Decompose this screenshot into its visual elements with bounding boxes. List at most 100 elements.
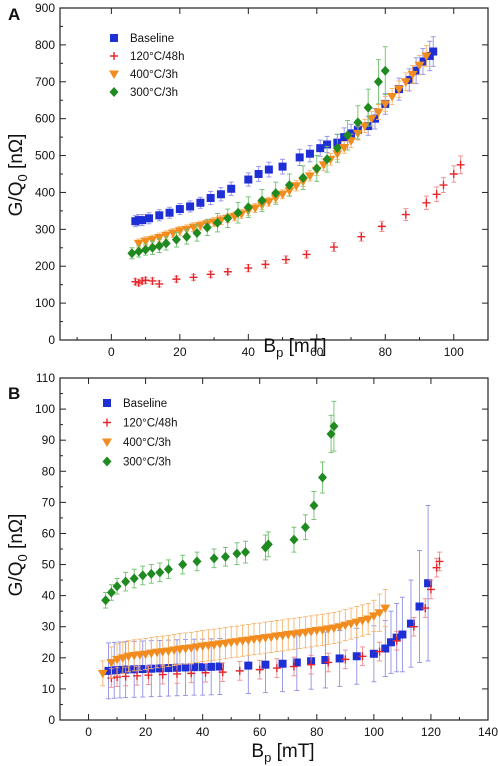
data-point xyxy=(123,652,134,662)
data-point xyxy=(112,655,123,665)
data-point xyxy=(138,665,147,674)
data-point xyxy=(147,236,158,245)
data-point xyxy=(158,670,167,679)
data-point xyxy=(175,205,184,214)
data-point xyxy=(172,275,181,284)
panel-b-letter: B xyxy=(8,384,20,403)
data-point xyxy=(332,143,342,154)
data-point xyxy=(138,216,147,225)
data-point xyxy=(343,130,353,141)
data-point xyxy=(106,658,117,668)
data-point xyxy=(300,628,311,638)
panel-a-plot: 0 20 40 60 80 100 0 100 200 300 400 500 600 700 800 900… xyxy=(35,1,489,359)
data-point xyxy=(233,207,243,218)
x-tick-label: 20 xyxy=(139,725,153,739)
x-tick-label: 60 xyxy=(253,725,267,739)
data-point xyxy=(235,666,244,675)
data-point xyxy=(386,638,395,647)
data-point xyxy=(373,108,384,118)
data-point xyxy=(138,570,148,581)
data-point xyxy=(138,276,147,285)
legend-label: 300°C/3h xyxy=(130,87,178,99)
y-tick-label: 10 xyxy=(42,682,56,696)
data-point xyxy=(424,579,433,588)
data-point xyxy=(375,647,384,656)
data-point xyxy=(115,665,124,674)
data-point xyxy=(346,137,357,146)
data-point xyxy=(165,208,174,217)
data-point xyxy=(456,160,465,169)
series-Baseline xyxy=(131,36,438,228)
y-tick-label: 40 xyxy=(42,589,56,603)
y-tick-label: 100 xyxy=(35,296,55,310)
x-tick-label: 100 xyxy=(364,725,384,739)
y-tick-label: 0 xyxy=(48,713,55,727)
data-point xyxy=(359,122,370,132)
panel-b-ylabel: G/Q0 [nΩ] xyxy=(6,514,30,597)
legend-marker xyxy=(103,418,111,427)
data-point xyxy=(271,188,281,199)
series-400°C/3h xyxy=(133,45,432,249)
data-point xyxy=(432,190,441,199)
data-point xyxy=(254,170,263,178)
data-point xyxy=(220,551,230,562)
data-point xyxy=(243,202,253,213)
data-point xyxy=(198,663,207,672)
y-tick-label: 60 xyxy=(42,526,56,540)
data-point xyxy=(146,649,157,659)
data-point xyxy=(155,211,164,220)
data-point xyxy=(263,539,273,550)
data-point xyxy=(278,162,287,171)
data-point xyxy=(209,553,219,564)
data-point xyxy=(266,633,277,642)
data-point xyxy=(141,244,151,255)
data-point xyxy=(172,669,181,678)
legend-marker xyxy=(102,438,112,447)
data-point xyxy=(304,172,315,181)
data-point xyxy=(366,115,377,124)
data-point xyxy=(373,76,383,87)
data-point xyxy=(425,51,434,60)
data-point xyxy=(202,222,212,233)
data-point xyxy=(155,279,164,288)
x-tick-label: 20 xyxy=(173,345,187,359)
data-point xyxy=(121,672,130,681)
data-point xyxy=(351,618,362,628)
y-tick-label: 700 xyxy=(35,75,55,89)
data-point xyxy=(346,620,357,629)
y-tick-label: 0 xyxy=(48,333,55,347)
y-tick-label: 200 xyxy=(35,259,55,273)
data-point xyxy=(257,195,267,206)
y-tick-label: 500 xyxy=(35,149,55,163)
data-point xyxy=(140,237,151,247)
data-point xyxy=(213,217,223,228)
data-point xyxy=(312,163,322,174)
data-point xyxy=(255,665,264,674)
data-point xyxy=(277,190,288,200)
data-point xyxy=(339,143,350,153)
y-tick-label: 400 xyxy=(35,185,55,199)
data-point xyxy=(240,547,250,558)
data-point xyxy=(288,630,299,639)
data-point xyxy=(227,184,236,193)
y-tick-label: 30 xyxy=(42,620,56,634)
data-point xyxy=(106,587,116,598)
series-120°C/48h xyxy=(131,155,465,288)
data-point xyxy=(277,631,288,641)
data-point xyxy=(254,635,265,644)
data-point xyxy=(381,644,390,653)
data-point xyxy=(223,267,232,276)
data-point xyxy=(133,671,142,680)
data-point xyxy=(192,556,202,567)
data-point xyxy=(324,658,333,667)
data-point xyxy=(363,102,373,113)
panel-a-xlabel: Bp [mT] xyxy=(263,336,326,360)
data-point xyxy=(206,270,215,279)
data-point xyxy=(393,85,404,95)
x-tick-label: 120 xyxy=(421,725,441,739)
data-point xyxy=(140,650,151,660)
data-point xyxy=(302,250,311,259)
y-tick-label: 90 xyxy=(42,433,56,447)
data-point xyxy=(148,276,157,285)
data-point xyxy=(155,664,164,673)
